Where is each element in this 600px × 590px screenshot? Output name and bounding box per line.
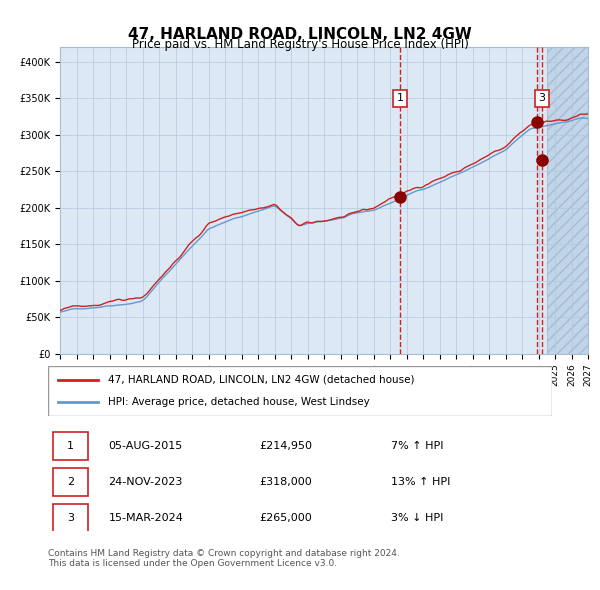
Text: 1: 1 xyxy=(397,93,404,103)
Text: 2: 2 xyxy=(67,477,74,487)
Text: 7% ↑ HPI: 7% ↑ HPI xyxy=(391,441,443,451)
Text: HPI: Average price, detached house, West Lindsey: HPI: Average price, detached house, West… xyxy=(109,397,370,407)
Text: 05-AUG-2015: 05-AUG-2015 xyxy=(109,441,183,451)
Text: 47, HARLAND ROAD, LINCOLN, LN2 4GW: 47, HARLAND ROAD, LINCOLN, LN2 4GW xyxy=(128,27,472,41)
Text: £214,950: £214,950 xyxy=(260,441,313,451)
Text: 3: 3 xyxy=(67,513,74,523)
Text: 13% ↑ HPI: 13% ↑ HPI xyxy=(391,477,450,487)
Text: 3% ↓ HPI: 3% ↓ HPI xyxy=(391,513,443,523)
FancyBboxPatch shape xyxy=(53,468,88,496)
FancyBboxPatch shape xyxy=(53,432,88,460)
Bar xyxy=(547,47,588,354)
Text: 15-MAR-2024: 15-MAR-2024 xyxy=(109,513,184,523)
Text: £318,000: £318,000 xyxy=(260,477,313,487)
FancyBboxPatch shape xyxy=(53,504,88,532)
Text: £265,000: £265,000 xyxy=(260,513,313,523)
Text: 47, HARLAND ROAD, LINCOLN, LN2 4GW (detached house): 47, HARLAND ROAD, LINCOLN, LN2 4GW (deta… xyxy=(109,375,415,385)
Text: Price paid vs. HM Land Registry's House Price Index (HPI): Price paid vs. HM Land Registry's House … xyxy=(131,38,469,51)
Text: 3: 3 xyxy=(538,93,545,103)
Text: 24-NOV-2023: 24-NOV-2023 xyxy=(109,477,183,487)
Text: Contains HM Land Registry data © Crown copyright and database right 2024.
This d: Contains HM Land Registry data © Crown c… xyxy=(48,549,400,568)
Text: 1: 1 xyxy=(67,441,74,451)
FancyBboxPatch shape xyxy=(48,366,552,416)
Bar xyxy=(547,47,588,354)
